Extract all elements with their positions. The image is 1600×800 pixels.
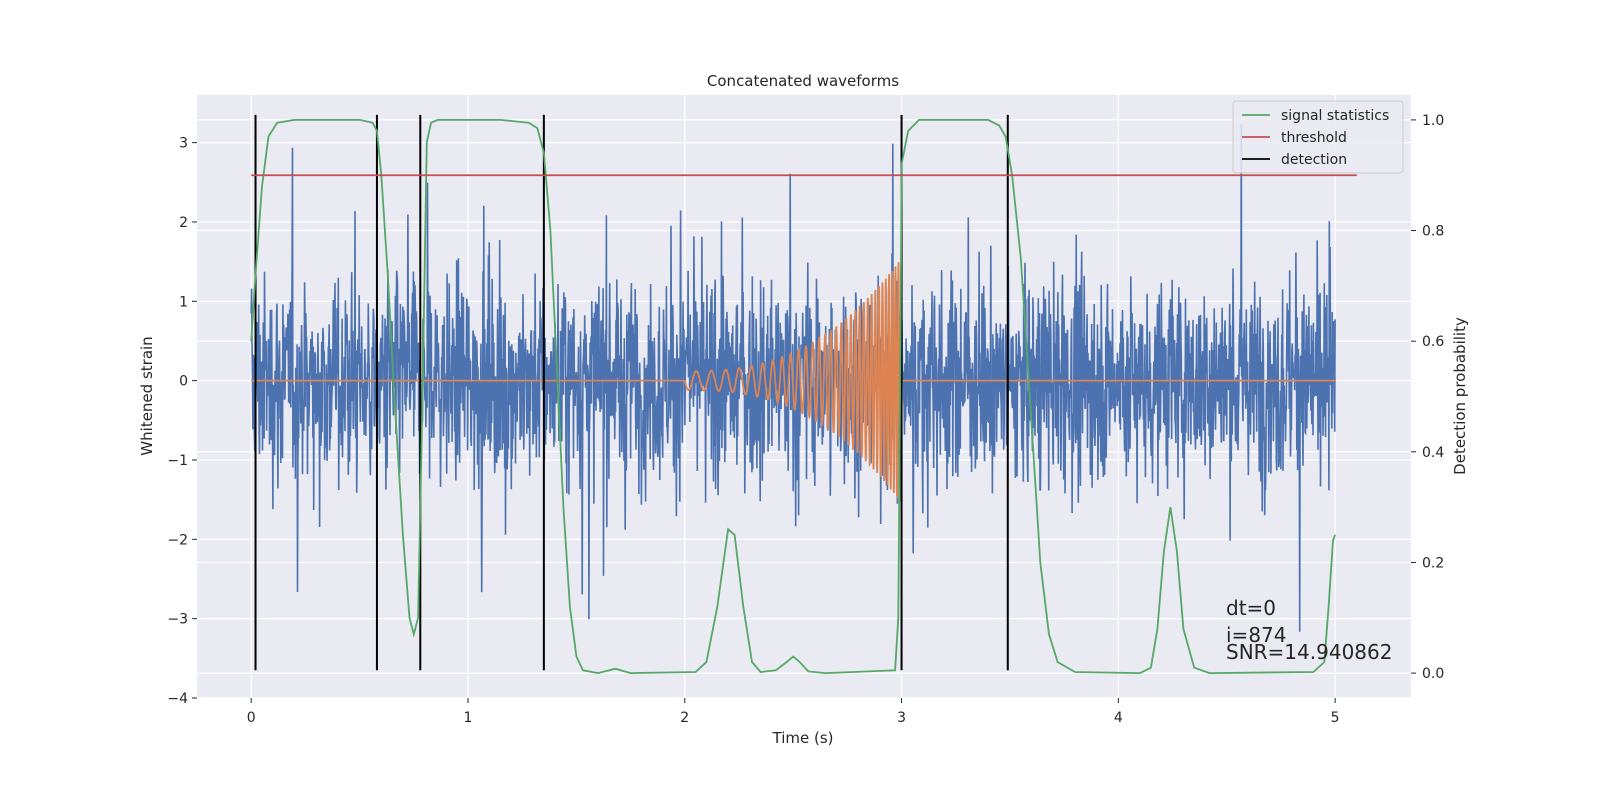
y2-axis-label: Detection probability (1451, 317, 1469, 475)
y-tick-label-7: 3 (179, 136, 188, 152)
annotation-dt: dt=0 (1226, 596, 1276, 620)
x-tick-label-2: 2 (680, 710, 689, 726)
chart-title: Concatenated waveforms (707, 72, 899, 90)
y-tick-label-6: 2 (179, 215, 188, 231)
detection-lines (254, 114, 1009, 671)
legend-box (1232, 100, 1404, 174)
chirp-series (251, 258, 1336, 502)
x-tick-label-4: 4 (1114, 710, 1123, 726)
y2-tick-label-5: 1.0 (1422, 113, 1444, 129)
y2-tick-label-0: 0.0 (1422, 666, 1444, 682)
y-tick-label-0: −4 (167, 691, 188, 707)
y-axis-label: Whitened strain (138, 336, 156, 455)
signal-statistics-series (250, 119, 1336, 675)
legend: signal statistics threshold detection (1232, 100, 1404, 174)
x-tick-label-3: 3 (897, 710, 906, 726)
y-tick-label-2: −2 (167, 532, 188, 548)
x-axis-ticks: 0 1 2 3 4 5 (247, 698, 1340, 726)
x-axis-label: Time (s) (772, 729, 834, 747)
x-tick-label-5: 5 (1331, 710, 1340, 726)
legend-label-threshold: threshold (1281, 130, 1347, 146)
legend-label-detection: detection (1281, 152, 1347, 168)
y2-axis-ticks: 0.0 0.2 0.4 0.6 0.8 1.0 (1411, 113, 1444, 682)
y-tick-label-3: −1 (167, 453, 188, 469)
annotation-snr: SNR=14.940862 (1226, 640, 1392, 664)
chirp-line (251, 258, 1336, 502)
y-tick-label-1: −3 (167, 612, 188, 628)
noise-series (250, 124, 1336, 632)
y-tick-label-4: 0 (179, 374, 188, 390)
annotation-index: i=874 (1226, 623, 1287, 647)
y2-tick-label-1: 0.2 (1422, 555, 1444, 571)
annotations: dt=0 i=874 SNR=14.940862 (1226, 596, 1392, 664)
signal-statistics-line (250, 119, 1336, 675)
x-tick-label-1: 1 (464, 710, 473, 726)
y2-tick-label-4: 0.8 (1422, 224, 1444, 240)
y-axis-ticks: −4 −3 −2 −1 0 1 2 3 (167, 136, 197, 707)
y-tick-label-5: 1 (179, 294, 188, 310)
y2-tick-label-3: 0.6 (1422, 334, 1444, 350)
x-tick-label-0: 0 (247, 710, 256, 726)
y2-tick-label-2: 0.4 (1422, 445, 1444, 461)
noise-line (250, 124, 1336, 632)
legend-label-signal-statistics: signal statistics (1281, 108, 1389, 124)
